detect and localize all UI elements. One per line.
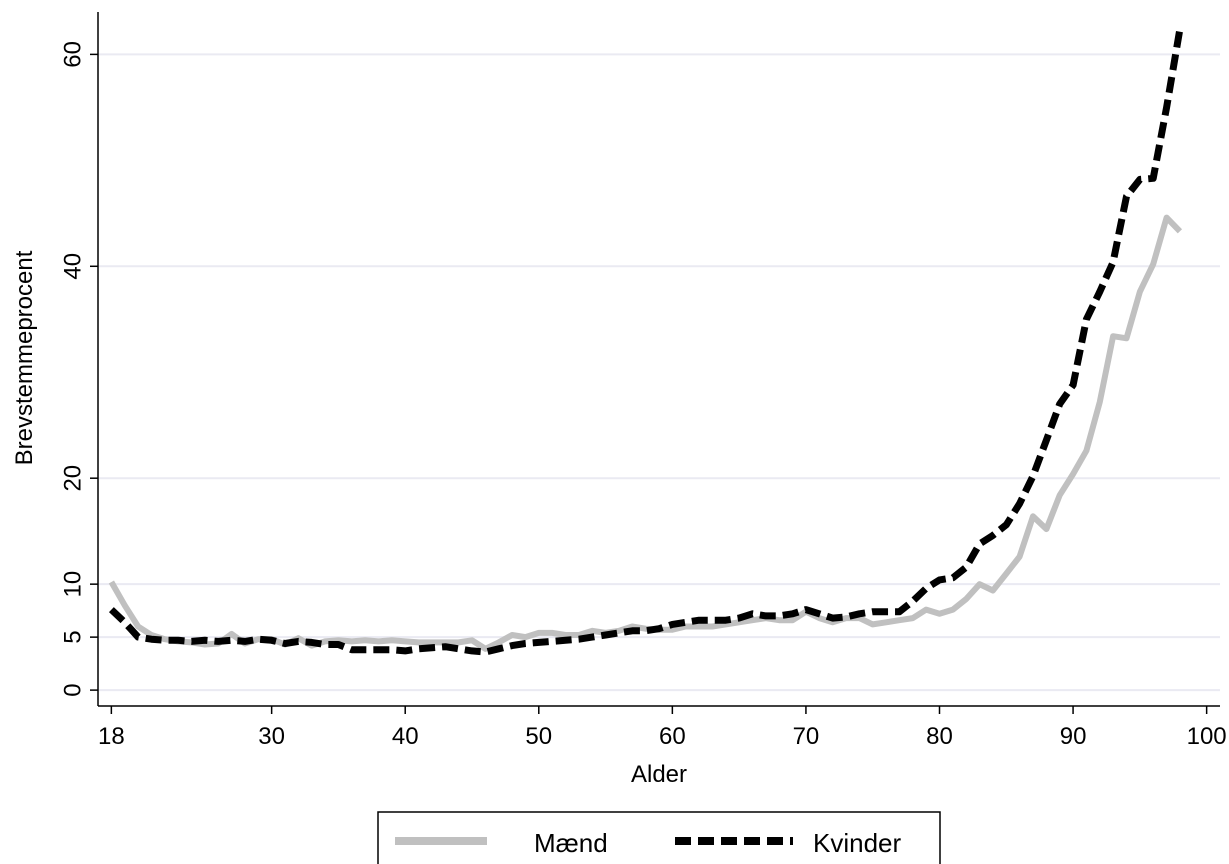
x-tick-label: 100 [1187, 723, 1227, 750]
x-axis-title: Alder [631, 761, 687, 788]
y-tick-label: 40 [59, 253, 86, 280]
x-tick-label: 90 [1060, 723, 1087, 750]
axes [97, 12, 1220, 707]
grid-lines [98, 53, 1220, 692]
y-tick-label: 5 [59, 630, 86, 643]
series-line-kvinder [108, 28, 1184, 656]
x-tick-label: 60 [659, 723, 686, 750]
y-tick-label: 60 [59, 41, 86, 68]
x-tick-label: 50 [525, 723, 552, 750]
x-tick-label: 18 [98, 723, 125, 750]
x-tick-label: 80 [926, 723, 953, 750]
x-tick-label: 70 [793, 723, 820, 750]
legend: Mænd Kvinder [377, 811, 941, 864]
y-tick-label: 0 [59, 683, 86, 696]
y-ticks: 0 5 10 20 40 60 [59, 41, 98, 697]
y-axis-title: Brevstemmeprocent [11, 250, 38, 465]
legend-label-maend: Mænd [534, 828, 608, 858]
x-ticks: 18 30 40 50 60 70 80 90 100 [98, 706, 1227, 750]
x-tick-label: 30 [258, 723, 285, 750]
legend-label-kvinder: Kvinder [813, 828, 901, 858]
x-tick-label: 40 [392, 723, 419, 750]
y-tick-label: 20 [59, 465, 86, 492]
y-tick-label: 10 [59, 571, 86, 598]
series-lines [108, 28, 1184, 656]
